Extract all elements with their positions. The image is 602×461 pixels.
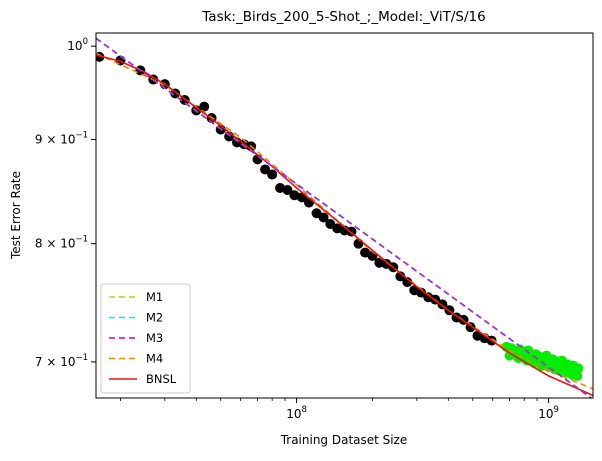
train-point [252,154,263,165]
extrapolation-point [564,365,575,376]
legend-box [100,283,191,394]
plot-frame [95,32,594,399]
train-point [282,185,293,196]
axes: 108 109 100 9 × 10−1 8 × 10−1 7 × 10−1 [35,37,559,421]
legend-label-m4: M4 [146,352,163,366]
legend-label-m2: M2 [146,311,163,325]
overlay-dashed-line [96,37,593,398]
legend-label-bnsl: BNSL [146,372,177,386]
train-point [395,271,406,282]
train-point [289,190,300,201]
train-point [267,169,278,180]
y-tick-label: 100 [67,37,88,53]
y-tick-label: 7 × 10−1 [35,353,88,369]
x-axis-label: Training Dataset Size [280,433,408,447]
extrapolation-point [509,345,520,356]
legend-label-m3: M3 [146,331,163,345]
legend-label-m1: M1 [146,290,163,304]
x-tick-label: 108 [286,405,307,421]
legend: M1 M2 M3 M4 BNSL [100,283,191,394]
extrapolation-point [572,370,583,381]
extrapolation-point [553,363,564,374]
y-tick-label: 9 × 10−1 [35,130,88,146]
y-axis-label: Test Error Rate [9,171,23,260]
train-point [416,287,427,298]
train-point [199,101,210,112]
train-point [260,164,271,175]
y-tick-label: 8 × 10−1 [35,235,88,251]
train-point [318,212,329,223]
train-point [402,277,413,288]
series-line-m4 [96,52,593,390]
chart-title: Task:_Birds_200_5-Shot_;_Model:_ViT/S/16 [201,9,485,25]
extrapolation-point [573,363,584,374]
series-line-bnsl [96,54,593,397]
plot-marks [96,37,593,398]
x-tick-label: 109 [538,405,559,421]
